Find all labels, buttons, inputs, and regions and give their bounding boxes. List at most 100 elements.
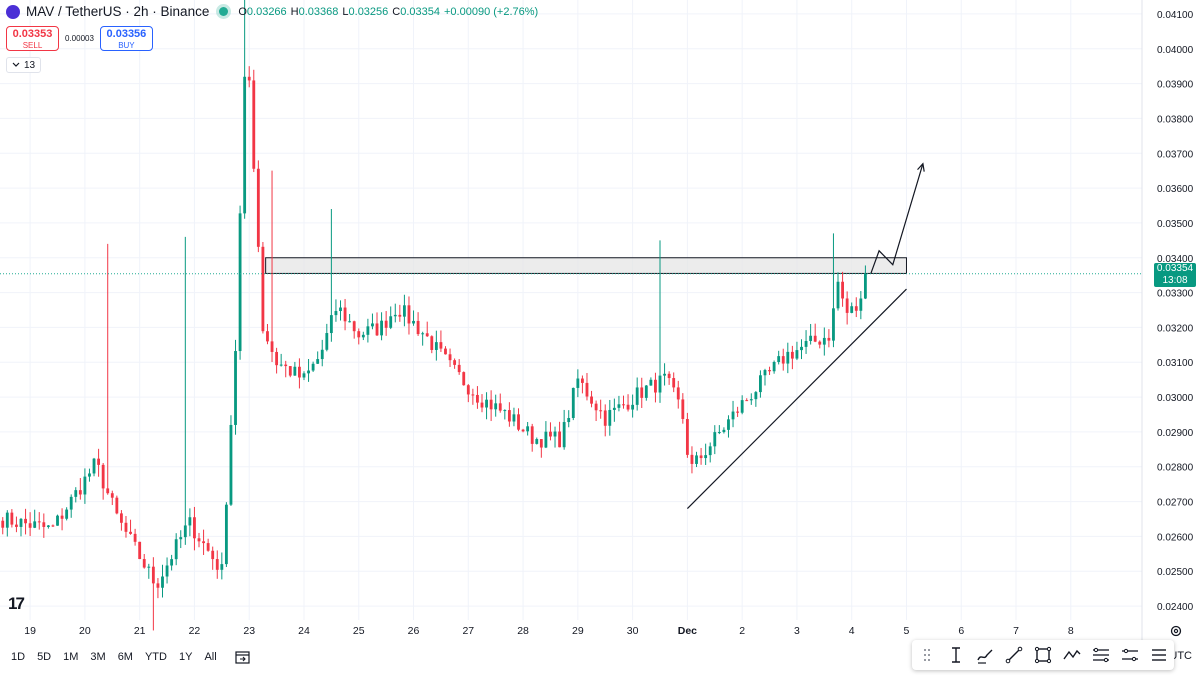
time-tick-label: Dec — [678, 625, 697, 637]
candle-body — [74, 490, 78, 497]
candle-body — [754, 392, 758, 400]
price-tick-label: 0.04100 — [1157, 10, 1194, 21]
candle-body — [92, 458, 96, 474]
menu-icon[interactable] — [1144, 640, 1173, 670]
path-icon[interactable] — [1057, 640, 1086, 670]
range-3m[interactable]: 3M — [90, 650, 106, 663]
measure-icon[interactable] — [1115, 640, 1144, 670]
candle-body — [457, 364, 461, 373]
candle-body — [256, 168, 260, 247]
move-handle-icon[interactable] — [912, 640, 941, 670]
range-ytd[interactable]: YTD — [144, 650, 167, 663]
time-tick-label: 30 — [627, 625, 639, 637]
candle-body — [795, 350, 799, 359]
candle-body — [129, 531, 132, 534]
candle-body — [612, 407, 616, 410]
ohlc-high-key: H — [290, 5, 299, 18]
sell-button[interactable]: 0.03353 SELL — [6, 26, 59, 51]
candle-body — [183, 525, 187, 538]
candle-body — [544, 431, 548, 448]
range-1y[interactable]: 1Y — [178, 650, 193, 663]
candle-body — [749, 399, 753, 401]
candle-body — [78, 490, 82, 495]
candle-body — [284, 364, 288, 367]
range-all[interactable]: All — [204, 650, 217, 663]
symbol-title[interactable]: MAV / TetherUS · 2h · Binance — [26, 4, 210, 19]
candle-body — [672, 378, 676, 388]
range-5d[interactable]: 5D — [37, 650, 52, 663]
candle-body — [818, 341, 822, 345]
candle-body — [663, 373, 666, 376]
candle-body — [193, 517, 196, 539]
candle-body — [252, 80, 256, 169]
resistance-zone[interactable] — [265, 257, 907, 274]
candle-body — [238, 213, 242, 352]
drawings[interactable] — [0, 162, 1142, 509]
candle-body — [813, 335, 817, 342]
candle-body — [243, 76, 247, 214]
time-tick-label: 25 — [353, 625, 365, 637]
candle-body — [699, 455, 703, 459]
candle-body — [727, 419, 730, 430]
candle-body — [503, 410, 507, 412]
fib-retracement-icon[interactable] — [1086, 640, 1115, 670]
range-1m[interactable]: 1M — [63, 650, 79, 663]
candle-body — [10, 512, 14, 525]
timezone-label[interactable]: UTC — [1169, 650, 1192, 662]
range-6m[interactable]: 6M — [117, 650, 133, 663]
trend-line-icon[interactable] — [999, 640, 1028, 670]
candle-body — [845, 298, 849, 313]
candle-body — [357, 331, 361, 338]
buy-button[interactable]: 0.03356 BUY — [99, 26, 153, 51]
candle-body — [56, 515, 59, 526]
indicators-toggle[interactable]: 13 — [6, 57, 42, 73]
brush-icon[interactable] — [970, 640, 999, 670]
candle-body — [316, 359, 320, 364]
range-1d[interactable]: 1D — [11, 650, 26, 663]
time-tick-label: 8 — [1068, 625, 1074, 637]
candle-body — [298, 366, 301, 378]
candle-body — [115, 497, 119, 514]
candle-body — [46, 525, 50, 527]
candle-body — [339, 307, 342, 312]
candle-body — [110, 493, 114, 498]
candle-body — [759, 375, 762, 393]
ohlc-low-key: L — [342, 5, 349, 18]
candle-body — [631, 404, 635, 410]
candle-body — [626, 404, 630, 410]
candle-body — [302, 373, 306, 378]
candle-body — [590, 396, 593, 404]
rectangle-icon[interactable] — [1028, 640, 1057, 670]
gear-icon[interactable] — [1169, 624, 1183, 638]
candle-body — [580, 378, 584, 383]
candle-body — [526, 426, 530, 432]
price-tick-label: 0.03800 — [1157, 114, 1194, 125]
candle-body — [763, 370, 767, 376]
candle-body — [384, 320, 388, 328]
candle-body — [863, 273, 867, 299]
candle-body — [348, 321, 352, 323]
candle-body — [5, 512, 9, 528]
time-tick-label: 26 — [408, 625, 420, 637]
candle-body — [352, 321, 356, 332]
candle-body — [562, 422, 566, 448]
price-tick-label: 0.02500 — [1157, 567, 1194, 578]
candle-body — [88, 473, 91, 477]
sell-label: SELL — [22, 41, 43, 50]
candle-body — [695, 455, 698, 464]
time-axis[interactable]: 19 20 21 22 23 24 25 26 27 28 29 30 Dec 2 3 4 5 6 7 8 — [24, 625, 1074, 637]
candle-body — [549, 431, 552, 437]
tradingview-logo[interactable]: 17 — [8, 594, 25, 613]
candle-body — [485, 399, 488, 408]
price-tick-label: 0.03100 — [1157, 358, 1194, 369]
price-axis[interactable]: 0.04100 0.04000 0.03900 0.03800 0.03700 0.036… — [1141, 0, 1194, 640]
candle-body — [444, 348, 447, 355]
go-to-date-icon[interactable] — [235, 650, 251, 664]
time-tick-label: 22 — [189, 625, 201, 637]
text-cursor-icon[interactable] — [941, 640, 970, 670]
candle-body — [434, 342, 438, 350]
price-tick-label: 0.02800 — [1157, 463, 1194, 474]
candle-body — [307, 370, 310, 374]
price-tick-label: 0.02400 — [1157, 602, 1194, 613]
